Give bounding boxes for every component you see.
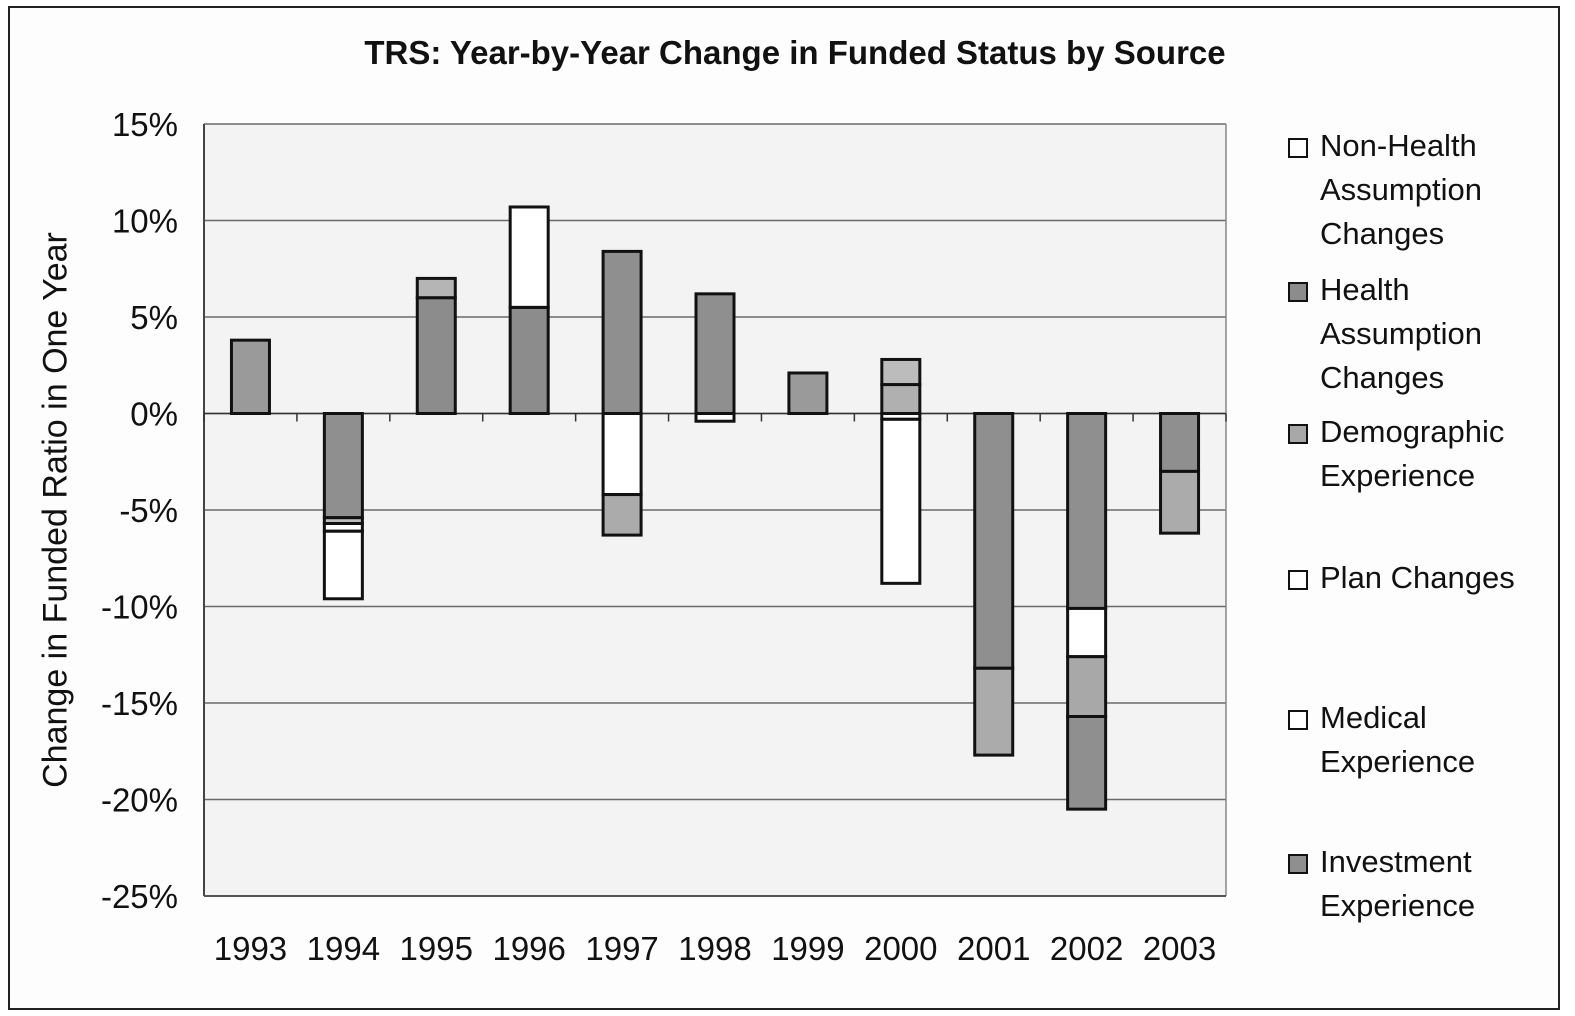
y-tick-label: -15% [101, 685, 178, 722]
x-tick-label: 1998 [678, 930, 751, 967]
legend-swatch-health [1288, 282, 1308, 302]
chart-title: TRS: Year-by-Year Change in Funded Statu… [364, 34, 1226, 71]
x-tick-label: 2000 [864, 930, 937, 967]
y-tick-label: -5% [119, 492, 178, 529]
legend-label-investment: Investment Experience [1320, 844, 1476, 923]
legend-swatch-investment [1288, 854, 1308, 874]
legend-label-plan: Plan Changes [1320, 560, 1515, 595]
x-tick-label: 1993 [214, 930, 287, 967]
y-tick-label: 10% [112, 203, 178, 240]
x-tick-label: 1994 [307, 930, 380, 967]
legend-swatch-medical [1288, 710, 1308, 730]
y-tick-label: 15% [112, 106, 178, 143]
bar-segment [880, 417, 922, 585]
bar-segment [787, 371, 829, 415]
bar-segment [601, 493, 643, 537]
bar-segment [880, 357, 922, 387]
legend-swatch-demographic [1288, 424, 1308, 444]
bar-segment [1159, 469, 1201, 535]
legend-label-health: Health Assumption Changes [1320, 272, 1482, 395]
bar-segment [1066, 655, 1108, 719]
bar-segment [601, 412, 643, 497]
bar-segment [694, 292, 736, 415]
y-tick-label: -20% [101, 782, 178, 819]
x-tick-label: 1997 [585, 930, 658, 967]
bar-segment [322, 529, 364, 601]
bar-segment [415, 276, 457, 300]
legend-swatch-plan [1288, 570, 1308, 590]
legend-swatch-non-health [1288, 138, 1308, 158]
legend-label-demographic: Demographic Experience [1320, 414, 1505, 493]
x-tick-label: 2002 [1050, 930, 1123, 967]
y-tick-label: 0% [130, 396, 178, 433]
legend-label-medical: Medical Experience [1320, 700, 1476, 779]
y-tick-label: -10% [101, 589, 178, 626]
bar-segment [880, 383, 922, 415]
bar-segment [973, 666, 1015, 757]
bar-segment [415, 296, 457, 416]
legend-label-non-health: Non-Health Assumption Changes [1320, 128, 1482, 251]
bar-segment [322, 412, 364, 520]
bar-segment [508, 205, 550, 309]
x-tick-label: 1995 [400, 930, 473, 967]
bar-segment [601, 249, 643, 415]
bar-segment [1159, 412, 1201, 473]
bar-segment [229, 338, 271, 415]
bar-segment [1066, 715, 1108, 811]
bar-segment [694, 412, 736, 423]
bar-segment [1066, 412, 1108, 610]
x-tick-label: 1999 [771, 930, 844, 967]
bar-segment [508, 305, 550, 416]
x-tick-label: 2003 [1143, 930, 1216, 967]
y-tick-label: -25% [101, 878, 178, 915]
y-tick-label: 5% [130, 299, 178, 336]
bar-segment [973, 412, 1015, 670]
x-tick-label: 2001 [957, 930, 1030, 967]
x-tick-label: 1996 [492, 930, 565, 967]
bar-segment [1066, 606, 1108, 659]
